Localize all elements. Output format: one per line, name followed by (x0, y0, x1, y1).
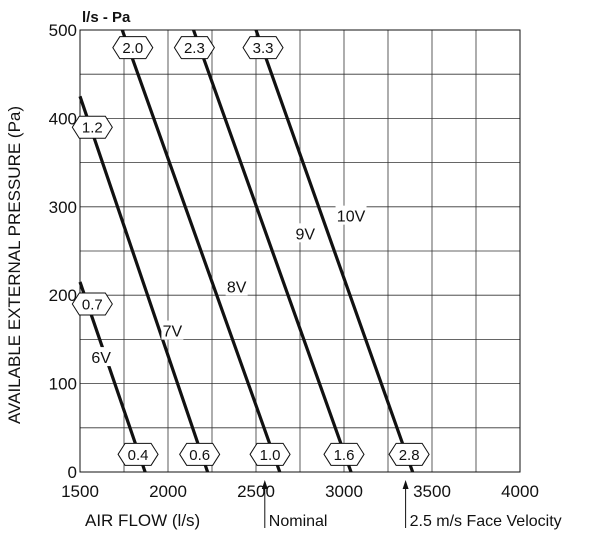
y-axis-title: AVAILABLE EXTERNAL PRESSURE (Pa) (5, 106, 24, 424)
annotation-label: 1.2 (82, 120, 103, 137)
y-tick-label: 500 (49, 21, 77, 40)
annotation-badge (173, 36, 215, 60)
x-tick-label: 3500 (413, 482, 451, 501)
annotation-label: 2.8 (399, 447, 420, 464)
series-lines (78, 29, 415, 473)
series-label-background (294, 223, 317, 243)
grid (80, 30, 520, 472)
x-tick-label: 4000 (501, 482, 539, 501)
marker-label: 2.5 m/s Face Velocity (410, 513, 562, 530)
series-label: 7V (163, 324, 183, 341)
y-tick-label: 200 (49, 286, 77, 305)
x-axis-title: AIR FLOW (l/s) (85, 511, 200, 530)
axes: 1500 2000 2500 3000 3500 4000 0 100 200 300 400 500 (49, 21, 539, 501)
units-label: l/s - Pa (82, 9, 131, 26)
series-line (192, 29, 353, 473)
series-label-background (225, 276, 248, 296)
series-label-background (335, 205, 367, 225)
annotation-badge (71, 115, 113, 139)
annotation-label: 3.3 (253, 40, 274, 57)
annotation-badge (323, 442, 365, 466)
annotation-badge (71, 292, 113, 316)
annotation-label: 0.4 (128, 447, 149, 464)
x-tick-label: 2500 (237, 482, 275, 501)
series-label-background (90, 347, 113, 367)
marker-label: Nominal (269, 513, 328, 530)
series-line (254, 29, 415, 473)
y-tick-label: 300 (49, 198, 77, 217)
plot-frame (79, 29, 521, 473)
annotation-badge (242, 36, 284, 60)
x-tick-label: 3000 (325, 482, 363, 501)
y-tick-label: 100 (49, 375, 77, 394)
flow-markers: Nominal 2.5 m/s Face Velocity (261, 480, 562, 530)
series-line (78, 95, 210, 473)
x-tick-label: 1500 (61, 482, 99, 501)
y-tick-label: 400 (49, 109, 77, 128)
y-tick-label: 0 (68, 463, 77, 482)
annotation-label: 1.0 (260, 447, 281, 464)
annotation-badge (249, 442, 291, 466)
annotation-badge (117, 442, 159, 466)
series-label: 10V (337, 209, 366, 226)
annotation-label: 2.0 (122, 40, 143, 57)
marker-arrow-head (402, 480, 409, 489)
annotation-badge (179, 442, 221, 466)
series-label: 8V (227, 279, 247, 296)
series-label: 9V (295, 226, 315, 243)
marker-arrow-head (261, 480, 268, 489)
annotation-label: 2.3 (184, 40, 205, 57)
series-label: 6V (91, 350, 111, 367)
series-line (120, 29, 282, 473)
annotation-badges: 2.0 2.3 3.3 1.2 0.7 0.4 0.6 1.0 1.6 2.8 (71, 36, 430, 466)
annotation-badge (112, 36, 154, 60)
annotation-label: 1.6 (334, 447, 355, 464)
annotation-label: 0.6 (189, 447, 210, 464)
series-labels: 6V 7V 8V 9V 10V (90, 205, 367, 367)
series-label-background (161, 320, 184, 340)
x-tick-label: 2000 (149, 482, 187, 501)
annotation-badge (388, 442, 430, 466)
annotation-label: 0.7 (82, 297, 103, 314)
